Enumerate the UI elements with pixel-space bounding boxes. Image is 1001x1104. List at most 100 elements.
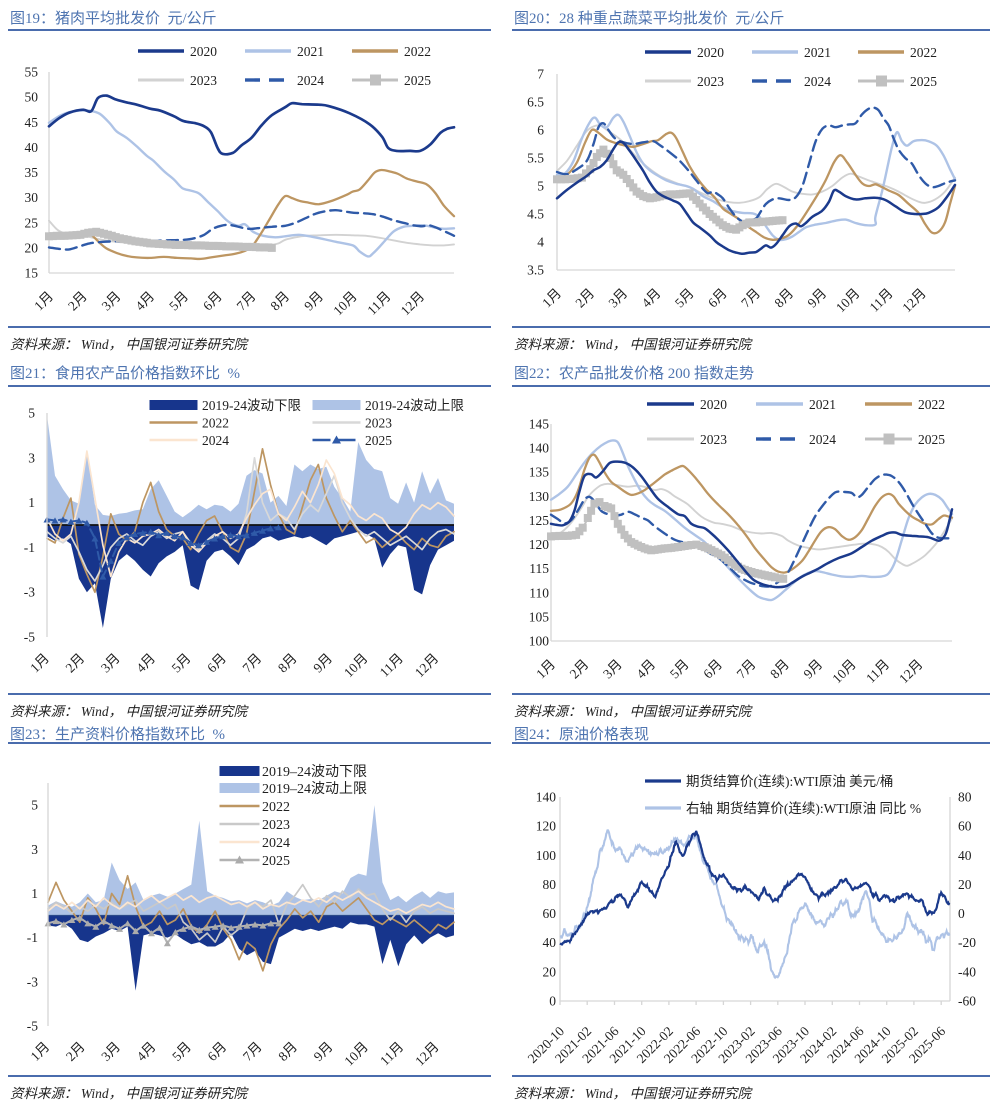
svg-text:25: 25 [25,215,39,230]
svg-text:60: 60 [543,906,557,921]
svg-text:2019–24波动上限: 2019–24波动上限 [262,781,367,797]
svg-text:30: 30 [25,190,39,205]
svg-text:2025: 2025 [910,74,937,89]
svg-text:7月: 7月 [738,286,763,311]
svg-text:20: 20 [958,877,972,892]
svg-text:4.5: 4.5 [527,207,544,222]
svg-text:15: 15 [25,266,39,281]
svg-text:5: 5 [31,798,38,813]
svg-text:2020: 2020 [700,397,727,412]
svg-text:55: 55 [25,65,39,80]
svg-text:2024: 2024 [202,433,229,448]
svg-text:9月: 9月 [301,289,326,314]
svg-text:1月: 1月 [27,1039,52,1064]
svg-text:20: 20 [543,964,557,979]
svg-text:8月: 8月 [771,286,796,311]
svg-text:-3: -3 [24,585,35,600]
svg-text:2024: 2024 [804,74,831,89]
svg-text:11月: 11月 [863,657,892,686]
svg-text:2019-24波动上限: 2019-24波动上限 [365,398,464,413]
svg-text:3: 3 [28,450,35,465]
svg-text:-5: -5 [27,1019,38,1034]
svg-text:40: 40 [958,848,972,863]
svg-text:5月: 5月 [166,289,191,314]
svg-text:45: 45 [25,115,39,130]
svg-text:80: 80 [543,877,557,892]
svg-text:135: 135 [529,465,550,480]
svg-text:2019–24波动下限: 2019–24波动下限 [262,764,367,780]
svg-text:-1: -1 [27,930,38,945]
svg-text:6月: 6月 [200,289,225,314]
svg-text:6月: 6月 [204,1039,229,1064]
svg-text:6月: 6月 [705,286,730,311]
svg-text:11月: 11月 [377,1039,406,1066]
svg-text:4: 4 [537,235,544,250]
svg-text:130: 130 [529,489,550,504]
svg-text:5.5: 5.5 [527,151,544,166]
svg-text:2月: 2月 [65,289,90,314]
svg-text:2024: 2024 [297,73,324,88]
svg-text:120: 120 [529,537,550,552]
svg-text:-5: -5 [24,630,35,645]
svg-text:2024: 2024 [809,432,836,447]
svg-text:2019-24波动下限: 2019-24波动下限 [202,398,301,413]
svg-text:40: 40 [543,935,557,950]
svg-text:3月: 3月 [99,289,124,314]
svg-text:50: 50 [25,90,39,105]
svg-text:2022: 2022 [262,800,290,815]
svg-text:9月: 9月 [311,1039,336,1064]
svg-text:2021: 2021 [809,397,836,412]
svg-text:3月: 3月 [98,651,123,676]
svg-text:4月: 4月 [633,657,658,682]
svg-text:2023: 2023 [697,74,724,89]
svg-text:1月: 1月 [539,286,564,311]
svg-text:35: 35 [25,165,39,180]
svg-text:11月: 11月 [377,651,406,680]
svg-text:5: 5 [28,406,35,421]
svg-text:2024: 2024 [262,836,290,851]
svg-text:2月: 2月 [62,651,87,676]
svg-text:期货结算价(连续):WTI原油 美元/桶: 期货结算价(连续):WTI原油 美元/桶 [686,773,893,789]
svg-text:2020: 2020 [190,44,217,59]
svg-text:1: 1 [28,495,35,510]
svg-text:4月: 4月 [639,286,664,311]
svg-text:6月: 6月 [204,651,229,676]
svg-text:10月: 10月 [829,657,859,687]
svg-text:5月: 5月 [667,657,692,682]
svg-text:右轴 期货结算价(连续):WTI原油 同比 %: 右轴 期货结算价(连续):WTI原油 同比 % [686,800,921,816]
svg-text:2025: 2025 [262,854,290,869]
svg-text:8月: 8月 [267,289,292,314]
svg-text:115: 115 [529,561,549,576]
svg-text:10月: 10月 [330,289,360,319]
svg-text:6月: 6月 [700,657,725,682]
svg-text:1月: 1月 [533,657,558,682]
svg-text:105: 105 [529,609,550,624]
svg-text:7月: 7月 [239,651,264,676]
svg-text:1月: 1月 [31,289,56,314]
svg-text:140: 140 [529,441,550,456]
svg-text:2月: 2月 [567,657,592,682]
svg-text:5: 5 [537,179,544,194]
svg-text:5月: 5月 [672,286,697,311]
svg-text:2023: 2023 [700,432,727,447]
svg-text:6: 6 [537,123,544,138]
svg-text:12月: 12月 [412,651,442,681]
svg-text:3月: 3月 [605,286,630,311]
svg-text:3: 3 [31,842,38,857]
svg-text:4月: 4月 [133,651,158,676]
svg-text:120: 120 [536,819,557,834]
svg-text:80: 80 [958,790,972,805]
svg-text:9月: 9月 [310,651,335,676]
svg-text:7月: 7月 [734,657,759,682]
svg-text:8月: 8月 [767,657,792,682]
svg-text:0: 0 [958,906,965,921]
svg-text:9月: 9月 [800,657,825,682]
svg-text:3.5: 3.5 [527,263,544,278]
svg-text:2023: 2023 [190,73,217,88]
svg-text:10月: 10月 [341,651,371,681]
svg-text:3月: 3月 [98,1039,123,1064]
svg-text:2025: 2025 [365,433,392,448]
svg-text:2025: 2025 [404,73,431,88]
svg-text:0: 0 [549,994,556,1009]
svg-text:10月: 10月 [833,286,863,316]
